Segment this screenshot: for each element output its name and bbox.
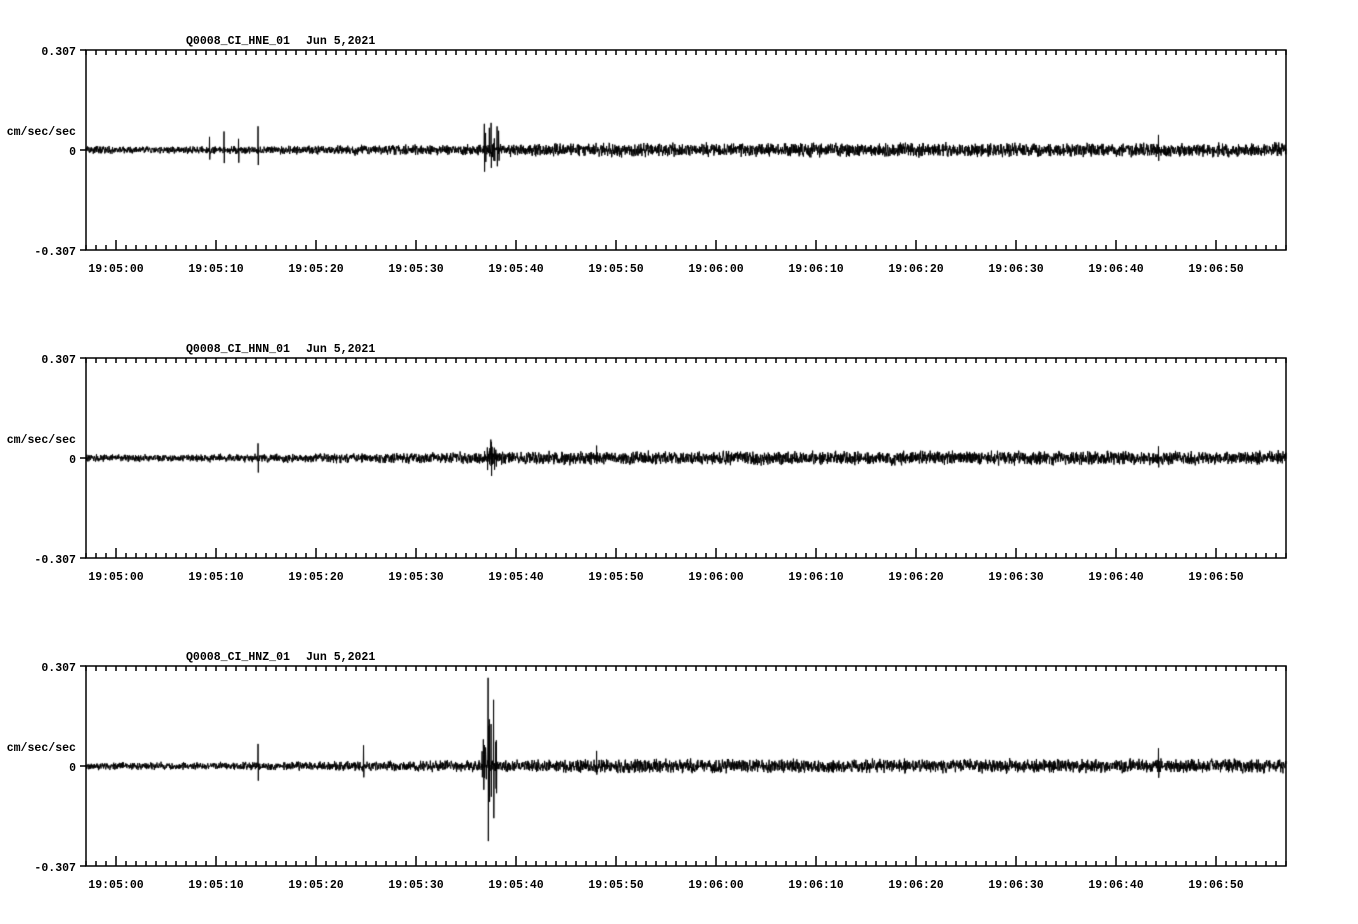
svg-text:19:06:20: 19:06:20: [888, 878, 943, 892]
svg-text:19:05:30: 19:05:30: [388, 570, 443, 584]
svg-text:Q0008_CI_HNE_01: Q0008_CI_HNE_01: [186, 34, 290, 48]
svg-text:0.307: 0.307: [41, 661, 76, 675]
svg-text:19:05:40: 19:05:40: [488, 262, 543, 276]
svg-text:19:06:30: 19:06:30: [988, 570, 1043, 584]
svg-text:19:06:50: 19:06:50: [1188, 262, 1243, 276]
svg-text:cm/sec/sec: cm/sec/sec: [7, 125, 76, 139]
svg-text:Jun 5,2021: Jun 5,2021: [306, 650, 375, 664]
svg-text:19:06:00: 19:06:00: [688, 570, 743, 584]
svg-text:19:06:50: 19:06:50: [1188, 878, 1243, 892]
svg-text:-0.307: -0.307: [34, 553, 76, 567]
svg-text:19:06:00: 19:06:00: [688, 878, 743, 892]
svg-text:0: 0: [69, 145, 76, 159]
svg-text:Q0008_CI_HNZ_01: Q0008_CI_HNZ_01: [186, 650, 290, 664]
svg-text:-0.307: -0.307: [34, 245, 76, 259]
svg-text:19:06:30: 19:06:30: [988, 262, 1043, 276]
svg-text:cm/sec/sec: cm/sec/sec: [7, 741, 76, 755]
svg-text:0: 0: [69, 761, 76, 775]
svg-text:19:05:10: 19:05:10: [188, 570, 243, 584]
svg-text:19:05:00: 19:05:00: [88, 878, 143, 892]
svg-text:19:05:10: 19:05:10: [188, 262, 243, 276]
svg-text:Q0008_CI_HNN_01: Q0008_CI_HNN_01: [186, 342, 290, 356]
svg-text:19:06:10: 19:06:10: [788, 570, 843, 584]
svg-text:19:05:20: 19:05:20: [288, 878, 343, 892]
svg-text:19:05:50: 19:05:50: [588, 570, 643, 584]
svg-text:19:06:40: 19:06:40: [1088, 262, 1143, 276]
svg-text:19:05:00: 19:05:00: [88, 262, 143, 276]
svg-text:19:06:50: 19:06:50: [1188, 570, 1243, 584]
svg-text:19:05:20: 19:05:20: [288, 570, 343, 584]
svg-text:19:06:40: 19:06:40: [1088, 570, 1143, 584]
svg-text:cm/sec/sec: cm/sec/sec: [7, 433, 76, 447]
svg-text:19:06:20: 19:06:20: [888, 262, 943, 276]
svg-text:Jun 5,2021: Jun 5,2021: [306, 34, 375, 48]
svg-text:19:05:00: 19:05:00: [88, 570, 143, 584]
svg-text:19:06:00: 19:06:00: [688, 262, 743, 276]
svg-text:19:05:40: 19:05:40: [488, 878, 543, 892]
svg-text:19:05:10: 19:05:10: [188, 878, 243, 892]
svg-text:19:05:50: 19:05:50: [588, 878, 643, 892]
svg-text:19:05:30: 19:05:30: [388, 262, 443, 276]
svg-text:19:06:30: 19:06:30: [988, 878, 1043, 892]
svg-text:19:06:40: 19:06:40: [1088, 878, 1143, 892]
svg-text:19:06:10: 19:06:10: [788, 262, 843, 276]
svg-text:19:05:50: 19:05:50: [588, 262, 643, 276]
svg-text:19:06:10: 19:06:10: [788, 878, 843, 892]
svg-text:0.307: 0.307: [41, 45, 76, 59]
svg-text:19:06:20: 19:06:20: [888, 570, 943, 584]
svg-text:Jun 5,2021: Jun 5,2021: [306, 342, 375, 356]
svg-text:-0.307: -0.307: [34, 861, 76, 875]
svg-text:19:05:20: 19:05:20: [288, 262, 343, 276]
svg-text:0: 0: [69, 453, 76, 467]
svg-text:19:05:30: 19:05:30: [388, 878, 443, 892]
svg-text:19:05:40: 19:05:40: [488, 570, 543, 584]
svg-text:0.307: 0.307: [41, 353, 76, 367]
